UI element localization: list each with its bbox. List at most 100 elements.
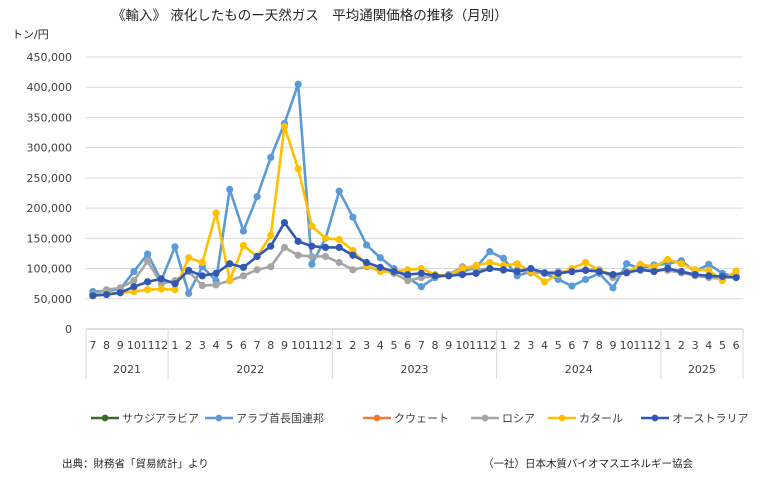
x-month-label: 5	[390, 339, 397, 352]
x-month-label: 9	[117, 339, 124, 352]
x-month-label: 8	[596, 339, 603, 352]
legend-label: オーストラリア	[672, 412, 748, 425]
data-point-australia	[390, 267, 398, 276]
data-point-australia	[253, 252, 261, 261]
x-month-label: 3	[363, 339, 370, 352]
data-point-qatar	[581, 258, 590, 267]
data-point-australia	[417, 269, 425, 277]
data-point-australia	[458, 270, 467, 279]
data-point-australia	[595, 267, 603, 276]
x-month-label: 9	[281, 339, 288, 352]
legend-label: サウジアラビア	[122, 412, 199, 425]
legend-marker-swatch	[373, 414, 381, 422]
data-point-australia	[226, 260, 234, 268]
data-point-australia	[527, 264, 535, 273]
data-point-australia	[89, 292, 97, 300]
data-point-uae	[308, 260, 316, 268]
data-point-australia	[445, 272, 453, 280]
legend-marker-swatch	[558, 414, 566, 422]
data-point-qatar	[677, 260, 686, 268]
x-month-label: 10	[291, 339, 305, 352]
x-month-label: 1	[336, 339, 343, 352]
data-point-australia	[185, 266, 193, 274]
x-month-label: 9	[445, 339, 452, 352]
data-point-australia	[376, 263, 384, 271]
data-point-uae	[581, 275, 590, 284]
data-point-australia	[581, 266, 590, 274]
data-point-australia	[267, 242, 275, 250]
y-tick-label: 450,000	[27, 51, 73, 64]
data-point-australia	[513, 267, 521, 276]
gridlines	[86, 56, 743, 330]
data-point-russia	[294, 251, 302, 259]
x-year-label: 2023	[401, 363, 429, 376]
data-point-uae	[185, 289, 193, 297]
x-month-label: 2	[678, 339, 685, 352]
data-point-russia	[130, 277, 138, 285]
data-point-qatar	[157, 285, 165, 293]
x-month-label: 8	[432, 339, 439, 352]
publisher-note: （一社）日本木質バイオマスエネルギー協会	[483, 457, 693, 470]
x-month-label: 12	[647, 339, 661, 352]
data-point-qatar	[486, 258, 494, 267]
data-point-australia	[718, 272, 727, 281]
data-point-qatar	[280, 122, 289, 131]
data-point-uae	[568, 282, 576, 290]
x-month-label: 1	[664, 339, 671, 352]
data-point-australia	[130, 283, 138, 291]
data-point-uae	[335, 187, 343, 195]
legend-item-australia: オーストラリア	[641, 412, 748, 425]
data-point-australia	[308, 242, 316, 250]
data-point-russia	[404, 277, 412, 285]
data-point-australia	[239, 263, 248, 271]
x-month-label: 3	[527, 339, 534, 352]
y-tick-label: 50,000	[34, 293, 73, 306]
x-month-label: 4	[541, 339, 548, 352]
data-point-russia	[267, 263, 275, 271]
data-point-australia	[623, 269, 631, 277]
data-point-russia	[349, 266, 357, 274]
data-point-qatar	[472, 261, 480, 270]
data-point-russia	[239, 272, 248, 280]
data-point-qatar	[335, 235, 343, 244]
data-point-qatar	[664, 255, 672, 264]
data-point-australia	[157, 275, 165, 283]
data-point-australia	[431, 272, 439, 280]
data-point-russia	[253, 266, 261, 274]
x-month-label: 7	[89, 339, 96, 352]
data-point-russia	[335, 258, 343, 267]
legend: サウジアラビア アラブ首長国連邦 クウェート ロシア カタール オーストラリア	[91, 411, 748, 425]
x-month-label: 7	[254, 339, 261, 352]
chart-title: 《輸入》 液化したものー天然ガス 平均通関価格の推移（月別）	[112, 7, 508, 24]
x-month-label: 4	[377, 339, 384, 352]
x-month-label: 5	[226, 339, 233, 352]
data-point-australia	[280, 219, 289, 227]
data-point-uae	[376, 254, 384, 262]
x-month-label: 11	[633, 339, 647, 352]
data-point-uae	[239, 227, 248, 235]
data-point-uae	[623, 260, 631, 268]
data-point-russia	[321, 252, 330, 261]
x-month-label: 8	[267, 339, 274, 352]
data-point-australia	[321, 243, 330, 251]
data-point-australia	[554, 269, 562, 277]
x-month-label: 12	[483, 339, 497, 352]
x-month-label: 1	[500, 339, 507, 352]
data-point-uae	[705, 260, 713, 268]
data-point-qatar	[267, 231, 275, 239]
x-year-label: 2022	[236, 363, 264, 376]
data-point-qatar	[732, 267, 740, 275]
data-point-qatar	[321, 234, 330, 242]
data-point-australia	[568, 267, 576, 276]
legend-item-uae: アラブ首長国連邦	[205, 411, 324, 425]
legend-label: カタール	[579, 412, 623, 425]
data-point-russia	[143, 257, 152, 265]
x-month-label: 5	[555, 339, 562, 352]
legend-marker-swatch	[215, 414, 223, 422]
data-point-qatar	[212, 209, 220, 217]
x-month-label: 5	[719, 339, 726, 352]
x-month-label: 1	[171, 339, 178, 352]
x-year-label: 2021	[113, 363, 141, 376]
legend-label: クウェート	[394, 412, 449, 425]
legend-item-russia: ロシア	[471, 412, 535, 425]
